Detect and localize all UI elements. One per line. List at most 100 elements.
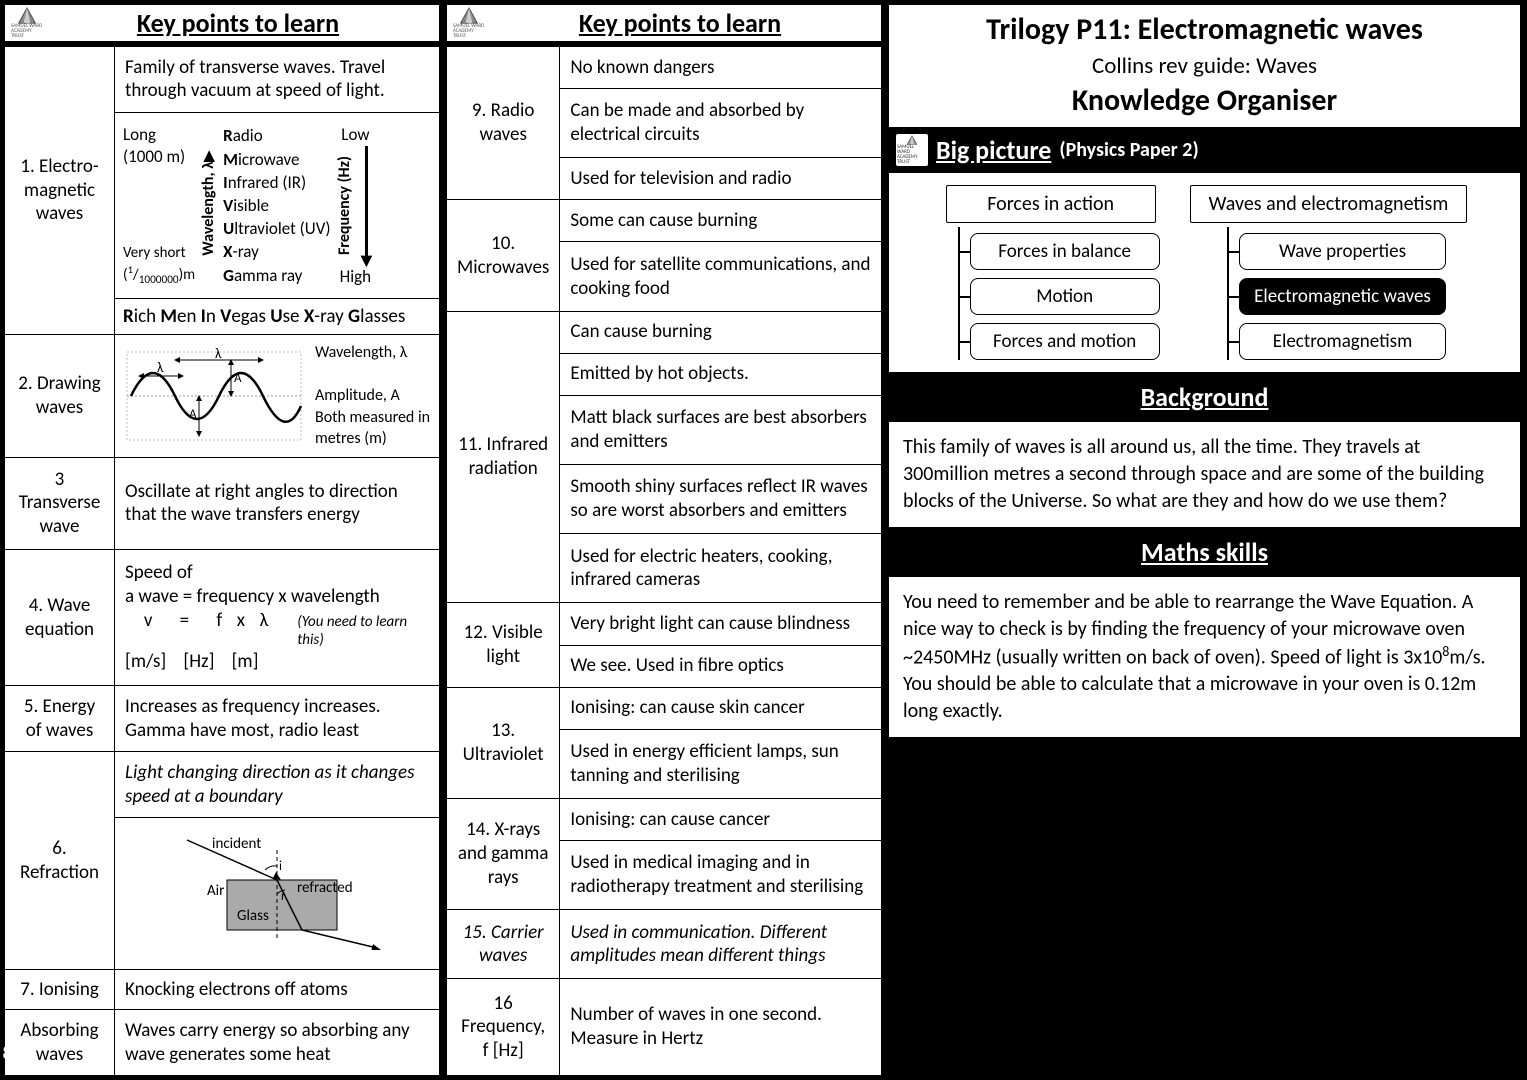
wavelength-axis-label: Wavelength, λ xyxy=(199,161,219,256)
row3-label: 3 Transverse wave xyxy=(5,457,115,549)
bp-child: Motion xyxy=(970,278,1160,315)
row7-text: Knocking electrons off atoms xyxy=(115,970,440,1010)
table-row-label: 13. Ultraviolet xyxy=(447,687,560,798)
bp-child: Forces and motion xyxy=(970,323,1160,360)
big-picture-header: SAMUEL WARD ACADEMY TRUST Big picture (P… xyxy=(888,132,1521,168)
table-cell: Can cause burning xyxy=(560,311,882,353)
trust-logo-icon: SAMUEL WARD ACADEMY TRUST xyxy=(453,7,485,39)
table-cell: Very bright light can cause blindness xyxy=(560,603,882,645)
table-row-label: 10. Microwaves xyxy=(447,200,560,311)
background-header: Background xyxy=(888,377,1521,417)
bp-head: Forces in action xyxy=(946,185,1156,223)
col1-header: SAMUEL WARD ACADEMY TRUST Key points to … xyxy=(4,4,440,42)
spectrum-item: Infrared (IR) xyxy=(223,172,330,193)
column-2: SAMUEL WARD ACADEMY TRUST Key points to … xyxy=(446,4,882,1076)
row8-text: Waves carry energy so absorbing any wave… xyxy=(115,1010,440,1076)
freq-high: High xyxy=(340,266,371,287)
doc-subtitle-2: Knowledge Organiser xyxy=(901,82,1508,119)
arrow-up-icon: ▲ xyxy=(199,151,219,161)
table-row-label: 16 Frequency, f [Hz] xyxy=(447,979,560,1076)
row5-label: 5. Energy of waves xyxy=(5,686,115,752)
refraction-diagram-cell: incident i r Air Glass refracted xyxy=(115,818,440,970)
trust-logo-icon: SAMUEL WARD ACADEMY TRUST xyxy=(11,7,43,39)
table-row-label: 11. Infrared radiation xyxy=(447,311,560,603)
table-cell: Used for television and radio xyxy=(560,158,882,200)
bp-child: Forces in balance xyxy=(970,233,1160,270)
table-cell: Matt black surfaces are best absorbers a… xyxy=(560,395,882,464)
spectrum-long: Long xyxy=(123,124,156,145)
doc-title: Trilogy P11: Electromagnetic waves xyxy=(901,13,1508,48)
spectrum-item: Radio xyxy=(223,125,330,146)
key-points-table-2: 9. Radio wavesNo known dangersCan be mad… xyxy=(446,46,882,1076)
bp-column: Waves and electromagnetism Wave propertie… xyxy=(1190,185,1468,360)
doc-subtitle: Collins rev guide: Waves xyxy=(901,52,1508,80)
background-text: This family of waves is all around us, a… xyxy=(888,421,1521,528)
column-1: SAMUEL WARD ACADEMY TRUST Key points to … xyxy=(4,4,440,1076)
bp-child: Wave properties xyxy=(1239,233,1446,270)
table-cell: Can be made and absorbed by electrical c… xyxy=(560,89,882,158)
bp-column: Forces in action Forces in balance Motion F… xyxy=(942,185,1160,360)
table-cell: Used in communication. Different amplitu… xyxy=(560,910,882,979)
big-picture-title: Big picture xyxy=(936,134,1051,166)
table-cell: Used for electric heaters, cooking, infr… xyxy=(560,534,882,603)
table-cell: Some can cause burning xyxy=(560,200,882,242)
mnemonic-row: Rich Men In Vegas Use X-ray Glasses xyxy=(115,299,440,335)
trust-logo-icon: SAMUEL WARD ACADEMY TRUST xyxy=(896,134,928,166)
key-points-table-1: 1. Electro-magnetic waves Family of tran… xyxy=(4,46,440,1076)
spectrum-long-val: (1000 m) xyxy=(123,146,185,167)
table-cell: Ionising: can cause cancer xyxy=(560,798,882,840)
row8-label: Absorbing waves xyxy=(5,1010,115,1076)
table-cell: Smooth shiny surfaces reflect IR waves s… xyxy=(560,465,882,534)
wave-diagram-icon: λ λ A A xyxy=(119,346,309,446)
svg-text:A: A xyxy=(234,371,242,386)
row2-label: 2. Drawing waves xyxy=(5,335,115,458)
svg-text:A: A xyxy=(189,407,197,422)
row1-family-text: Family of transverse waves. Travel throu… xyxy=(115,47,440,113)
row5-text: Increases as frequency increases. Gamma … xyxy=(115,686,440,752)
row3-text: Oscillate at right angles to direction t… xyxy=(115,457,440,549)
bp-head: Waves and electromagnetism xyxy=(1190,185,1468,223)
svg-text:i: i xyxy=(279,859,282,874)
glass-label: Glass xyxy=(237,907,269,925)
column-3: Trilogy P11: Electromagnetic waves Colli… xyxy=(888,4,1521,1076)
refraction-diagram-icon: incident i r Air Glass refracted xyxy=(157,830,397,950)
table-row-label: 12. Visible light xyxy=(447,603,560,687)
col2-header: SAMUEL WARD ACADEMY TRUST Key points to … xyxy=(446,4,882,42)
logo-text: SAMUEL WARD ACADEMY TRUST xyxy=(11,24,43,39)
svg-text:λ: λ xyxy=(157,359,164,376)
svg-text:λ: λ xyxy=(215,346,222,362)
table-cell: Emitted by hot objects. xyxy=(560,353,882,395)
table-cell: Ionising: can cause skin cancer xyxy=(560,687,882,729)
page-number: 8 xyxy=(0,1042,14,1064)
row6-text: Light changing direction as it changes s… xyxy=(115,752,440,818)
title-box: Trilogy P11: Electromagnetic waves Colli… xyxy=(888,4,1521,128)
spectrum-item: Visible xyxy=(223,195,330,216)
table-row-label: 9. Radio waves xyxy=(447,47,560,200)
table-cell: Used in medical imaging and in radiother… xyxy=(560,840,882,909)
wave-diagram-text: Wavelength, λ Amplitude, A Both measured… xyxy=(315,342,435,450)
table-cell: Number of waves in one second. Measure i… xyxy=(560,979,882,1076)
spectrum-vshort: Very short xyxy=(123,244,186,262)
em-spectrum-diagram: Long(1000 m) Very short (1/1000000)m ▲ W… xyxy=(115,112,440,299)
table-cell: No known dangers xyxy=(560,47,882,89)
spectrum-item: X-ray xyxy=(223,241,330,262)
row7-label: 7. Ionising xyxy=(5,970,115,1010)
spectrum-item: Ultraviolet (UV) xyxy=(223,218,330,239)
table-row-label: 15. Carrier waves xyxy=(447,910,560,979)
maths-skills-text: You need to remember and be able to rear… xyxy=(888,576,1521,739)
row6-label: 6. Refraction xyxy=(5,752,115,970)
table-cell: We see. Used in fibre optics xyxy=(560,645,882,687)
refracted-label: refracted xyxy=(297,879,353,897)
key-points-title-2: Key points to learn xyxy=(485,7,875,39)
spectrum-list: RadioMicrowaveInfrared (IR)VisibleUltrav… xyxy=(223,124,330,287)
freq-low: Low xyxy=(341,124,369,145)
table-cell: Used for satellite communications, and c… xyxy=(560,242,882,311)
arrow-down-icon: ▼ xyxy=(357,256,377,266)
frequency-axis-label: Frequency (Hz) xyxy=(335,156,355,255)
row2-content: λ λ A A Wavelength, λ A xyxy=(115,335,440,458)
maths-skills-header: Maths skills xyxy=(888,532,1521,572)
table-row-label: 14. X-rays and gamma rays xyxy=(447,798,560,909)
row1-label: 1. Electro-magnetic waves xyxy=(5,47,115,335)
air-label: Air xyxy=(207,882,224,900)
bp-child: Electromagnetic waves xyxy=(1239,278,1446,315)
